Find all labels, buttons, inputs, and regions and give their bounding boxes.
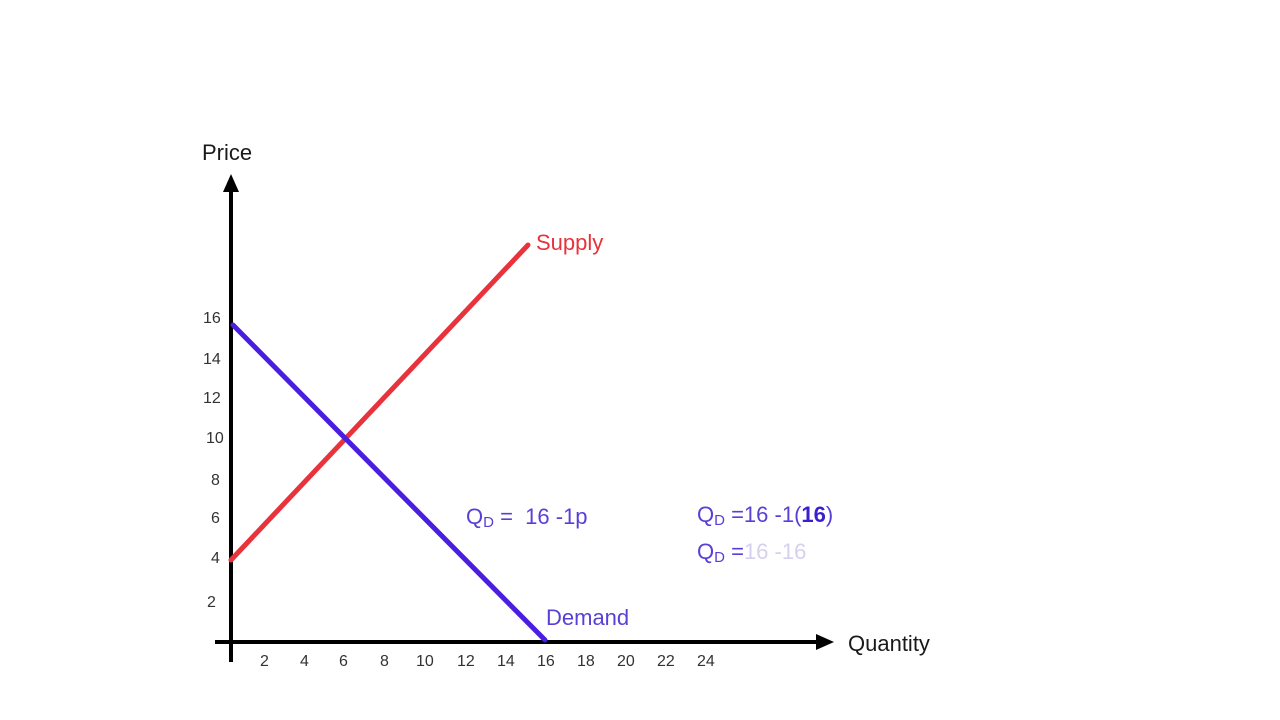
x-tick: 6 bbox=[339, 653, 348, 670]
equation-demand-function: QD = 16 -1p bbox=[466, 504, 588, 531]
x-axis-arrow-icon bbox=[816, 634, 834, 650]
y-tick: 2 bbox=[207, 594, 216, 611]
y-tick: 16 bbox=[203, 310, 221, 327]
x-tick: 4 bbox=[300, 653, 309, 670]
supply-label: Supply bbox=[536, 230, 604, 255]
x-tick: 16 bbox=[537, 653, 555, 670]
y-tick: 10 bbox=[206, 430, 224, 447]
equation-substitution: QD =16 -1(16) bbox=[697, 502, 834, 529]
demand-curve bbox=[230, 322, 548, 643]
x-tick: 24 bbox=[697, 653, 715, 670]
y-axis-label: Price bbox=[202, 140, 253, 165]
x-tick: 10 bbox=[416, 653, 434, 670]
x-tick: 18 bbox=[577, 653, 595, 670]
x-tick: 8 bbox=[380, 653, 389, 670]
x-tick: 12 bbox=[457, 653, 475, 670]
y-tick: 8 bbox=[211, 472, 220, 489]
y-tick: 14 bbox=[203, 351, 221, 368]
x-tick: 20 bbox=[617, 653, 635, 670]
equation-result: QD =16 -16 bbox=[697, 539, 807, 566]
x-axis-label: Quantity bbox=[848, 631, 930, 656]
x-tick: 14 bbox=[497, 653, 515, 670]
y-axis-arrow-icon bbox=[223, 174, 239, 192]
y-tick: 6 bbox=[211, 510, 220, 527]
y-tick: 4 bbox=[211, 550, 220, 567]
x-tick: 2 bbox=[260, 653, 269, 670]
y-tick: 12 bbox=[203, 390, 221, 407]
demand-label: Demand bbox=[546, 605, 630, 630]
x-tick: 22 bbox=[657, 653, 675, 670]
supply-curve bbox=[228, 242, 531, 563]
